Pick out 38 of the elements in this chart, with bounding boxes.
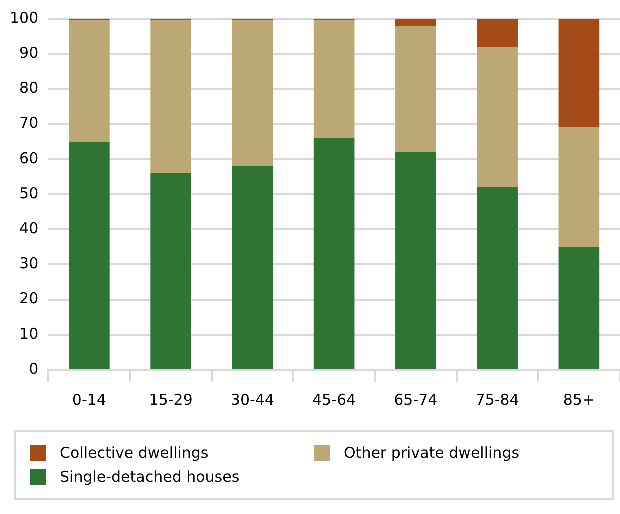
bar (396, 26, 436, 152)
bar (477, 187, 518, 369)
x-tick-label: 85+ (563, 390, 596, 409)
bar (558, 128, 600, 248)
bar (477, 19, 518, 48)
y-tick-label: 100 (10, 8, 39, 27)
y-tick-label: 30 (20, 254, 39, 273)
bar (558, 19, 600, 128)
bar (396, 19, 436, 26)
bar (558, 247, 600, 369)
bar (314, 138, 355, 369)
y-tick-label: 90 (20, 44, 39, 62)
x-tick-label: 75-84 (476, 390, 520, 409)
y-tick-label: 20 (20, 290, 39, 308)
bar (150, 173, 192, 369)
bar (314, 20, 355, 138)
y-tick-label: 10 (20, 324, 39, 343)
bar (69, 20, 110, 142)
legend-label: Other private dwellings (344, 444, 520, 462)
y-tick-label: 80 (20, 79, 39, 98)
bar (232, 20, 274, 166)
x-tick-label: 45-64 (312, 390, 356, 409)
x-tick-label: 0-14 (72, 390, 106, 409)
bar (477, 47, 518, 188)
y-tick-label: 70 (20, 114, 39, 132)
x-tick-label: 30-44 (230, 390, 274, 409)
bar (232, 166, 274, 369)
y-tick-label: 0 (29, 360, 39, 378)
bar (396, 152, 436, 369)
bar (69, 142, 110, 369)
legend-label: Single-detached houses (60, 468, 240, 486)
legend-label: Collective dwellings (60, 444, 209, 462)
x-tick-label: 15-29 (149, 390, 193, 409)
y-tick-label: 40 (20, 219, 39, 238)
y-tick-label: 50 (20, 184, 39, 202)
y-tick-label: 60 (20, 149, 39, 168)
bar (150, 20, 192, 174)
x-tick-label: 65-74 (394, 390, 438, 409)
